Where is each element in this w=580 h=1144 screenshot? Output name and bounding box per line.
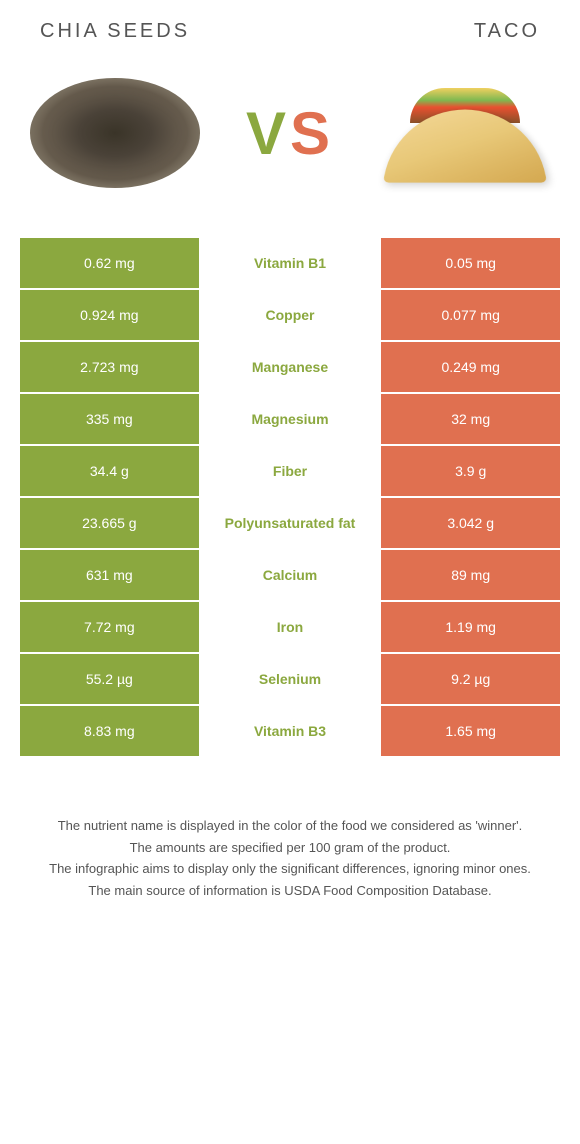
right-value-cell: 3.042 g — [381, 498, 560, 548]
nutrient-name-cell: Polyunsaturated fat — [201, 498, 380, 548]
right-value-cell: 3.9 g — [381, 446, 560, 496]
right-value-cell: 1.19 mg — [381, 602, 560, 652]
footer-notes: The nutrient name is displayed in the co… — [20, 816, 560, 900]
vs-v-letter: V — [246, 100, 290, 167]
chia-seeds-image — [30, 58, 200, 208]
left-value-cell: 23.665 g — [20, 498, 199, 548]
left-value-cell: 7.72 mg — [20, 602, 199, 652]
right-value-cell: 0.05 mg — [381, 238, 560, 288]
left-value-cell: 8.83 mg — [20, 706, 199, 756]
vs-s-letter: S — [290, 100, 334, 167]
nutrient-name-cell: Vitamin B1 — [201, 238, 380, 288]
left-value-cell: 631 mg — [20, 550, 199, 600]
nutrient-name-cell: Vitamin B3 — [201, 706, 380, 756]
table-row: 0.62 mgVitamin B10.05 mg — [20, 238, 560, 288]
nutrient-name-cell: Calcium — [201, 550, 380, 600]
main-container: Chia seeds Taco VS 0.62 mgVitamin B10.05… — [0, 0, 580, 922]
nutrient-name-cell: Selenium — [201, 654, 380, 704]
table-row: 2.723 mgManganese0.249 mg — [20, 342, 560, 392]
right-food-title: Taco — [474, 20, 540, 43]
table-row: 8.83 mgVitamin B31.65 mg — [20, 706, 560, 756]
table-row: 34.4 gFiber3.9 g — [20, 446, 560, 496]
right-value-cell: 32 mg — [381, 394, 560, 444]
left-value-cell: 0.924 mg — [20, 290, 199, 340]
nutrient-name-cell: Manganese — [201, 342, 380, 392]
left-value-cell: 34.4 g — [20, 446, 199, 496]
footer-line: The infographic aims to display only the… — [30, 859, 550, 879]
footer-line: The nutrient name is displayed in the co… — [30, 816, 550, 836]
right-value-cell: 1.65 mg — [381, 706, 560, 756]
table-row: 23.665 gPolyunsaturated fat3.042 g — [20, 498, 560, 548]
nutrient-name-cell: Iron — [201, 602, 380, 652]
chia-seeds-icon — [30, 78, 200, 188]
vs-label: VS — [246, 99, 334, 168]
table-row: 0.924 mgCopper0.077 mg — [20, 290, 560, 340]
table-row: 631 mgCalcium89 mg — [20, 550, 560, 600]
nutrient-name-cell: Fiber — [201, 446, 380, 496]
left-value-cell: 335 mg — [20, 394, 199, 444]
nutrient-name-cell: Copper — [201, 290, 380, 340]
table-row: 55.2 µgSelenium9.2 µg — [20, 654, 560, 704]
left-value-cell: 0.62 mg — [20, 238, 199, 288]
left-value-cell: 2.723 mg — [20, 342, 199, 392]
nutrient-name-cell: Magnesium — [201, 394, 380, 444]
table-row: 335 mgMagnesium32 mg — [20, 394, 560, 444]
footer-line: The main source of information is USDA F… — [30, 881, 550, 901]
table-row: 7.72 mgIron1.19 mg — [20, 602, 560, 652]
left-food-title: Chia seeds — [40, 20, 190, 43]
nutrient-table: 0.62 mgVitamin B10.05 mg0.924 mgCopper0.… — [20, 238, 560, 756]
right-value-cell: 0.249 mg — [381, 342, 560, 392]
footer-line: The amounts are specified per 100 gram o… — [30, 838, 550, 858]
taco-image — [380, 58, 550, 208]
taco-icon — [390, 83, 540, 183]
images-row: VS — [20, 58, 560, 208]
right-value-cell: 89 mg — [381, 550, 560, 600]
right-value-cell: 9.2 µg — [381, 654, 560, 704]
right-value-cell: 0.077 mg — [381, 290, 560, 340]
header-row: Chia seeds Taco — [20, 20, 560, 43]
left-value-cell: 55.2 µg — [20, 654, 199, 704]
